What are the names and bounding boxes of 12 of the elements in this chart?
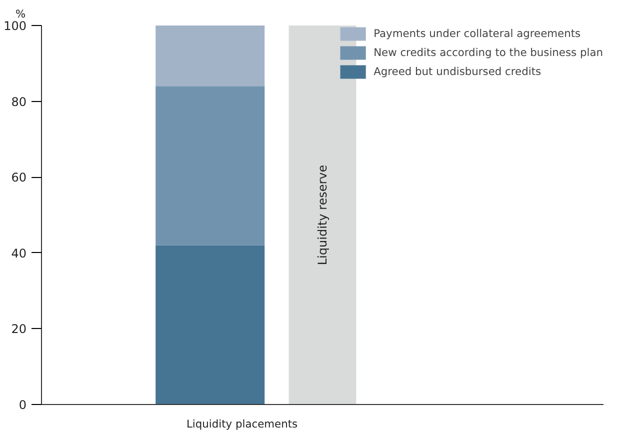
y-tick-label: 60	[11, 170, 27, 185]
y-tick-label: 80	[11, 94, 27, 109]
legend-label: New credits according to the business plan	[374, 46, 603, 59]
y-tick-label: 0	[18, 398, 27, 412]
y-axis-title: %	[16, 8, 26, 20]
legend-label: Agreed but undisbursed credits	[374, 65, 542, 78]
y-tick-label: 100	[4, 19, 26, 33]
legend-label: Payments under collateral agreements	[374, 27, 581, 40]
x-axis-title: Liquidity placements	[186, 418, 298, 430]
y-tick-label: 20	[11, 322, 27, 336]
y-tick-label: 40	[11, 246, 27, 260]
series-label: Liquidity reserve	[316, 164, 330, 266]
